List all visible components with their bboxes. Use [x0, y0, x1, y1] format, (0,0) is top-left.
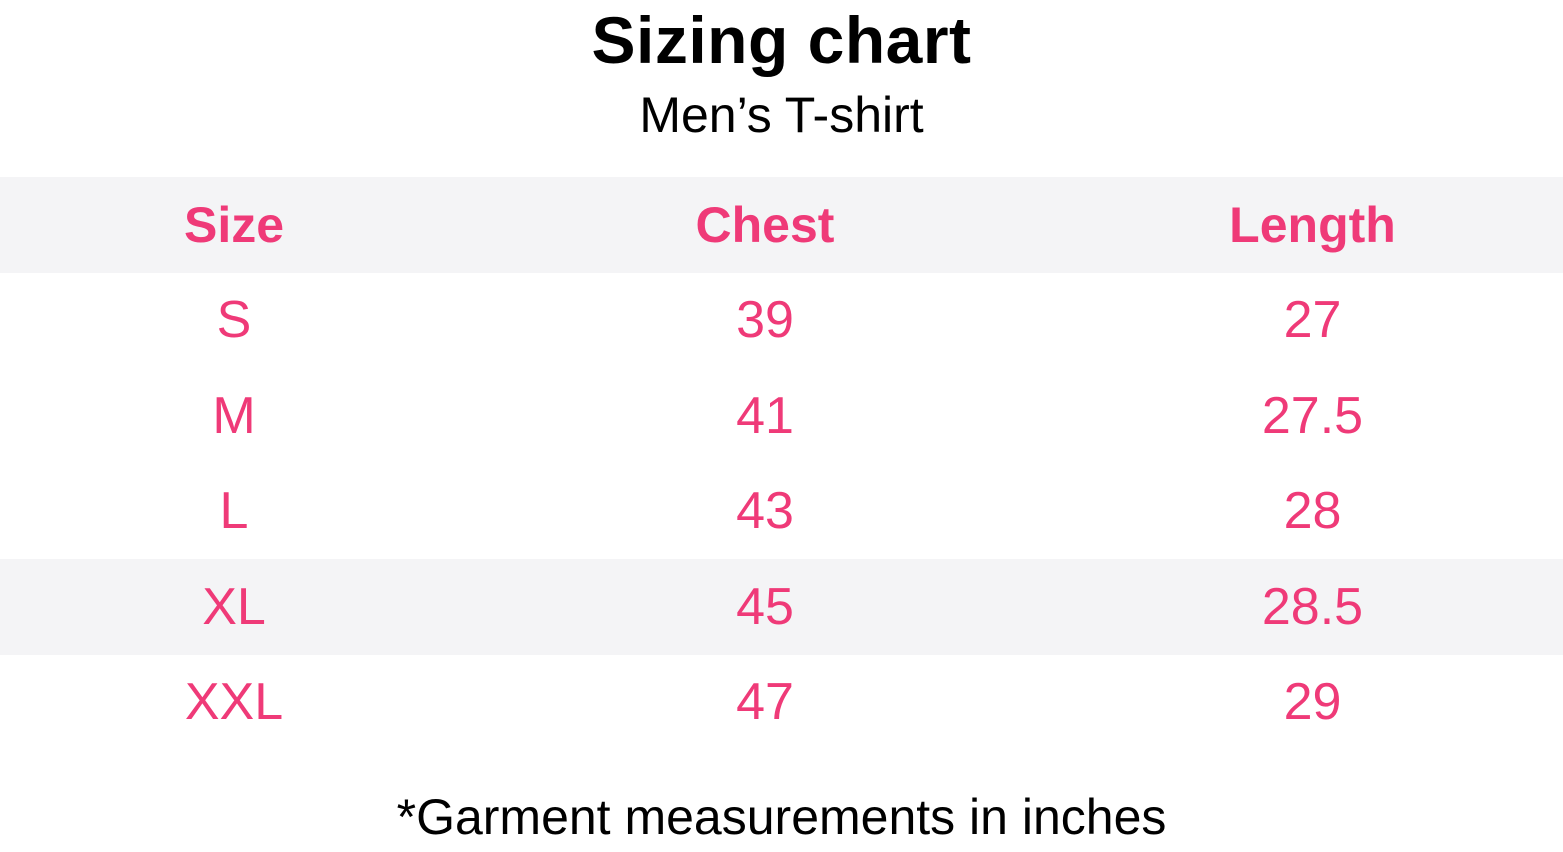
cell-size: L [219, 482, 249, 541]
cell-chest: 41 [736, 386, 794, 445]
cell-length: 27 [1283, 291, 1342, 350]
cell-size: M [212, 386, 256, 445]
page-subtitle: Men’s T-shirt [639, 87, 924, 143]
header-size: Size [183, 196, 285, 253]
header-length: Length [1229, 196, 1396, 253]
table-row: S 39 27 [0, 273, 1563, 369]
page-title: Sizing chart [591, 3, 972, 77]
cell-chest: 47 [736, 673, 794, 732]
table-row: L 43 28 [0, 464, 1563, 560]
sizing-table: Size Chest Length S 39 27 M 41 27.5 L 43… [0, 177, 1563, 750]
cell-chest: 39 [736, 291, 794, 350]
cell-size: XL [202, 577, 266, 636]
header-chest: Chest [695, 196, 835, 253]
cell-size: S [216, 291, 252, 350]
cell-length: 27.5 [1261, 386, 1364, 445]
cell-chest: 43 [736, 482, 794, 541]
cell-length: 29 [1283, 673, 1342, 732]
cell-size: XXL [184, 673, 284, 732]
table-row: XXL 47 29 [0, 655, 1563, 751]
table-row: XL 45 28.5 [0, 559, 1563, 655]
table-row: M 41 27.5 [0, 368, 1563, 464]
cell-length: 28 [1283, 482, 1342, 541]
cell-chest: 45 [736, 577, 794, 636]
footnote: *Garment measurements in inches [396, 789, 1167, 845]
table-header-row: Size Chest Length [0, 177, 1563, 273]
cell-length: 28.5 [1261, 577, 1364, 636]
